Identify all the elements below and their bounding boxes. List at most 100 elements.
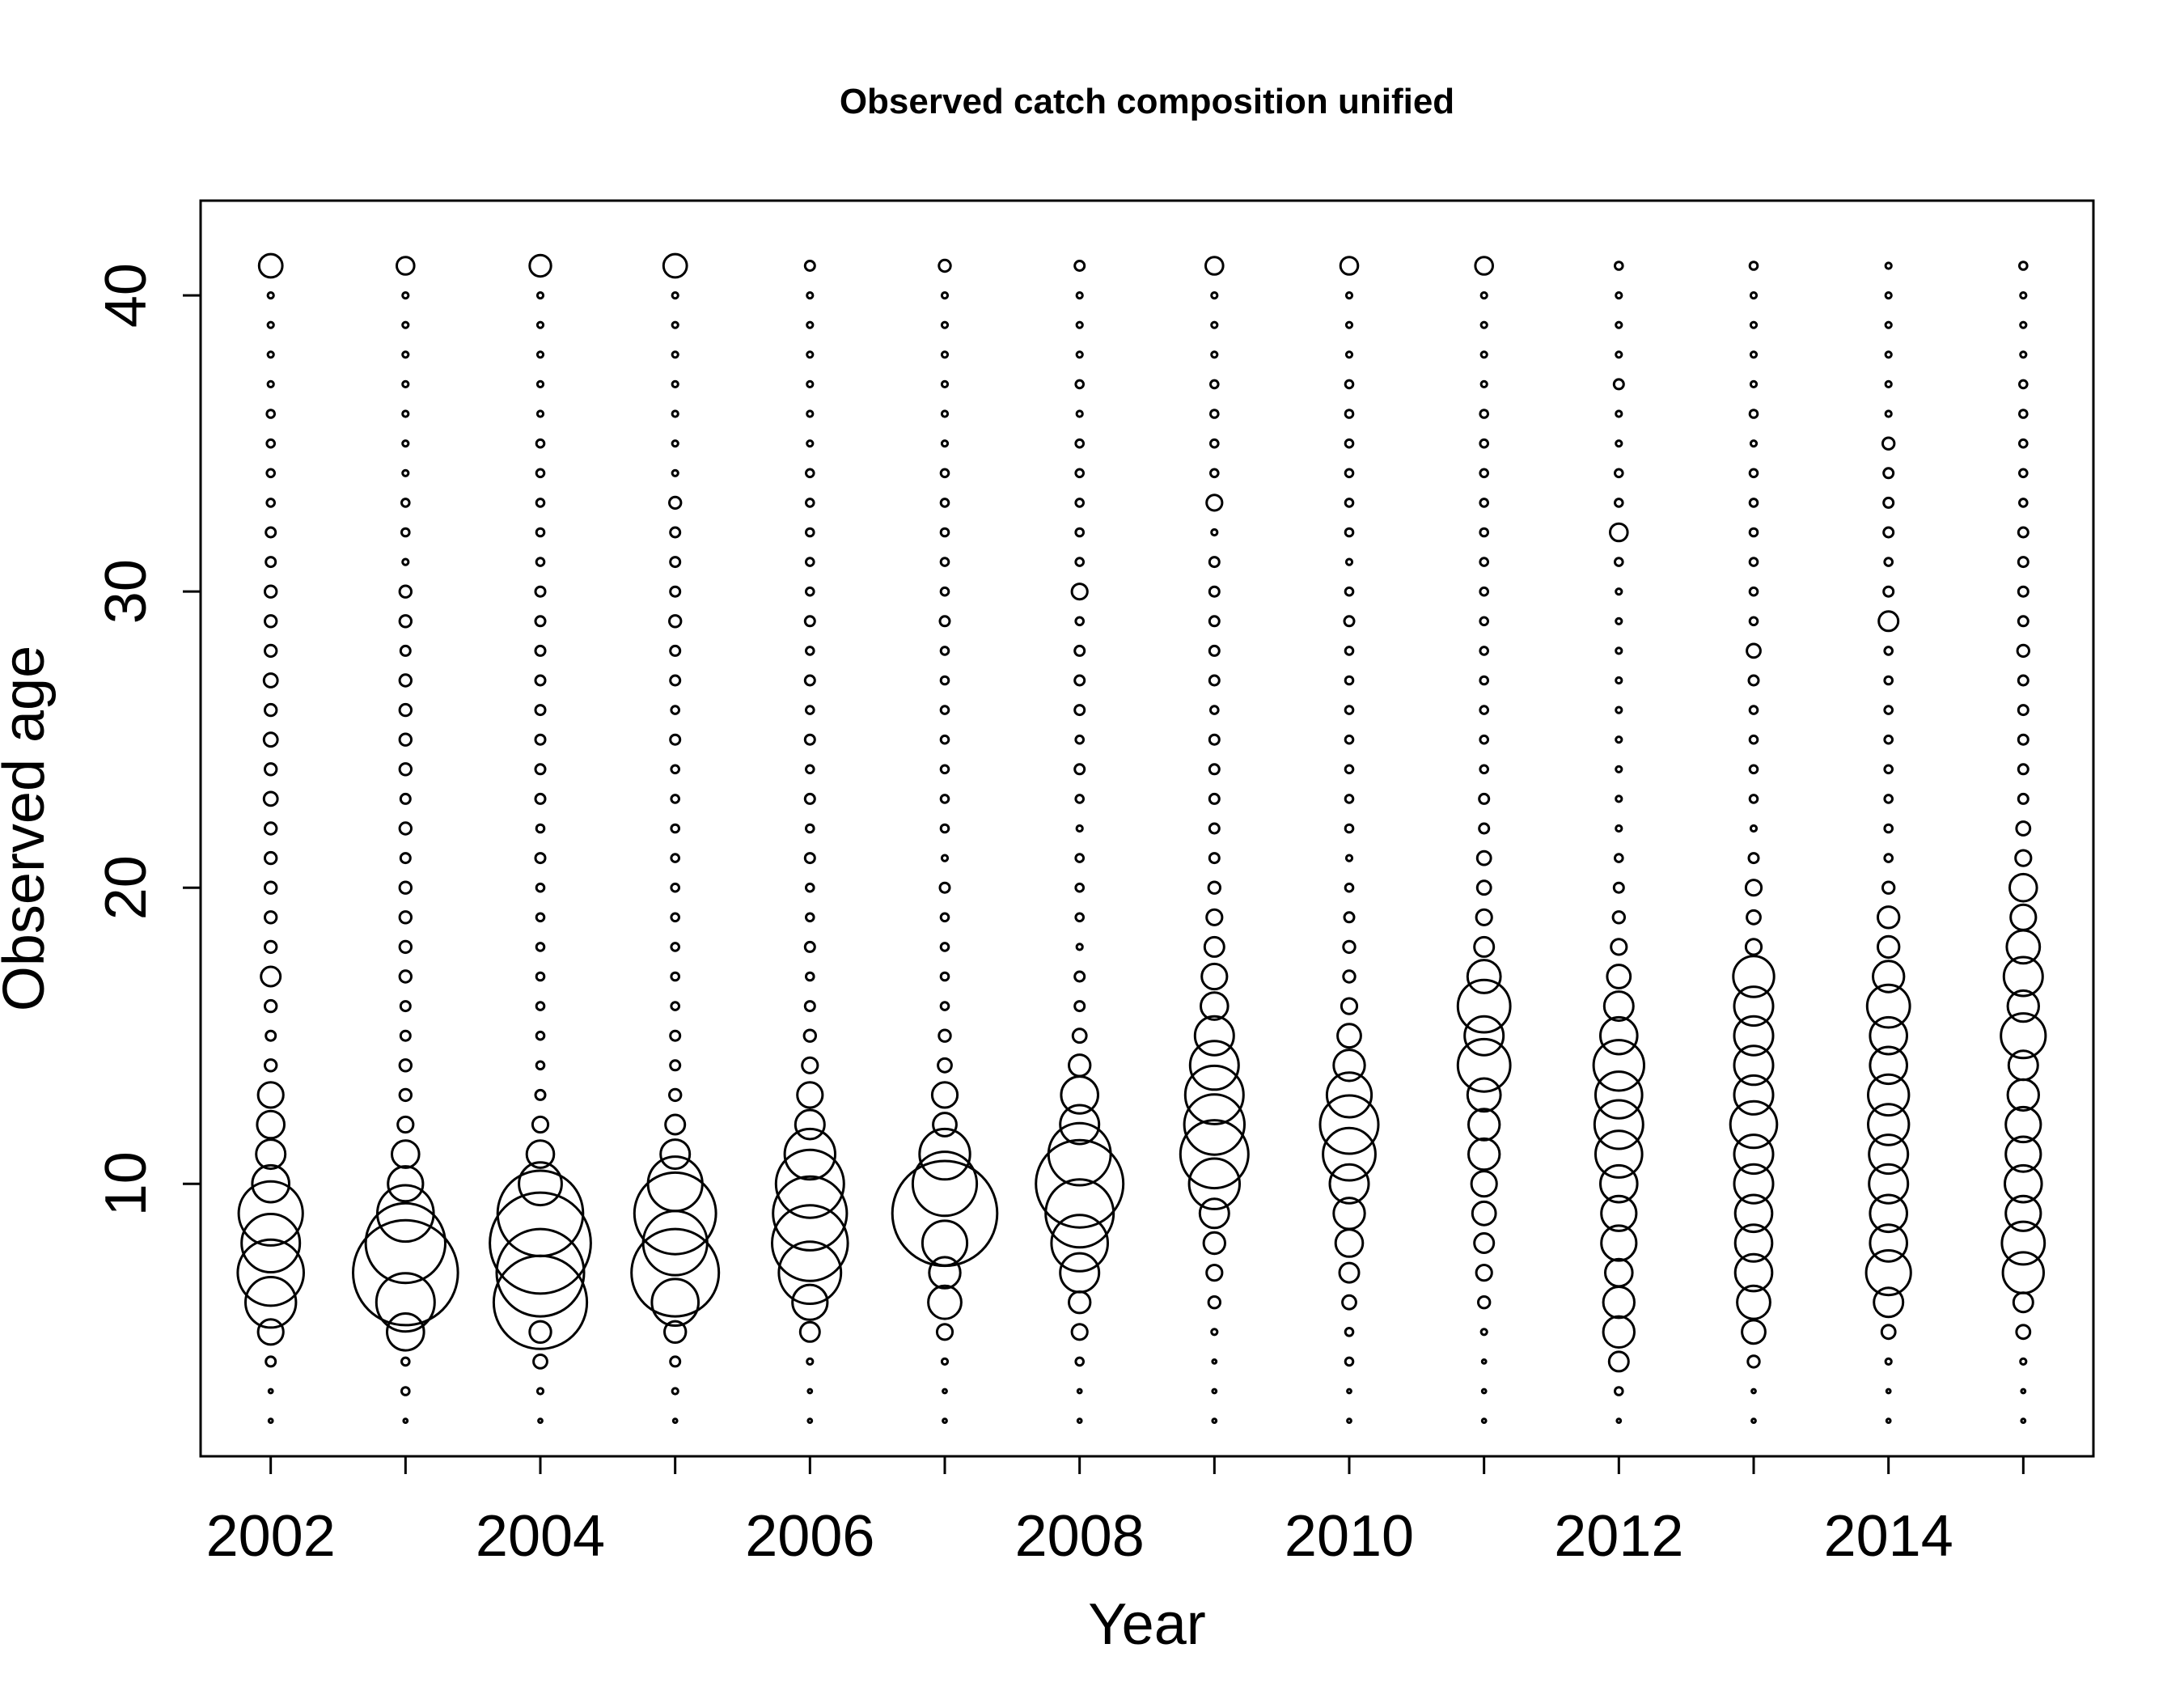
bubble-2004-age-28 xyxy=(534,644,547,657)
bubble-2008-age-9 xyxy=(1044,1178,1115,1249)
bubble-2010-age-29 xyxy=(1343,615,1356,628)
y-axis: 10 20 30 40 xyxy=(94,263,201,1216)
bubble-2007-age-3 xyxy=(942,1388,948,1395)
bubble-2012-age-28 xyxy=(1615,646,1623,655)
bubble-2004-age-22 xyxy=(535,823,546,834)
bubble-2011-age-11 xyxy=(1467,1137,1501,1172)
x-tick-label: 2002 xyxy=(206,1504,336,1569)
bubble-2005-age-32 xyxy=(669,526,682,539)
bubble-2012-age-16 xyxy=(1602,990,1635,1023)
bubble-2009-age-12 xyxy=(1183,1093,1246,1156)
bubble-2007-age-21 xyxy=(940,854,950,862)
bubble-2009-age-40 xyxy=(1210,291,1219,300)
bubble-2012-age-30 xyxy=(1615,587,1623,596)
bubble-2013-age-31 xyxy=(1748,557,1759,567)
bubble-2012-age-24 xyxy=(1615,765,1623,773)
bubble-2002-age-22 xyxy=(264,821,278,836)
bubble-2014-age-21 xyxy=(1883,853,1894,863)
bubble-2002-age-25 xyxy=(262,731,279,748)
bubble-2011-age-4 xyxy=(1480,1358,1488,1365)
bubble-2007-age-25 xyxy=(939,734,950,745)
bubble-2002-age-40 xyxy=(266,291,275,300)
bubble-2010-age-22 xyxy=(1344,823,1355,834)
bubble-2013-age-39 xyxy=(1749,320,1759,329)
bubble-2014-age-14 xyxy=(1869,1045,1908,1086)
bubble-2010-age-33 xyxy=(1344,498,1355,508)
bubble-2010-age-35 xyxy=(1344,438,1355,449)
bubble-2011-age-29 xyxy=(1479,616,1489,627)
y-tick-label: 30 xyxy=(94,559,159,624)
bubble-2007-age-2 xyxy=(942,1417,948,1424)
bubble-2014-age-29 xyxy=(1877,610,1900,633)
bubble-2008-age-15 xyxy=(1071,1027,1088,1044)
bubble-2010-age-10 xyxy=(1328,1163,1370,1205)
bubble-2002-age-21 xyxy=(264,850,278,866)
bubble-2005-age-33 xyxy=(668,495,683,511)
bubble-2002-age-38 xyxy=(266,350,275,359)
bubble-2004-age-9 xyxy=(496,1169,585,1258)
bubble-2003-age-16 xyxy=(399,1000,412,1013)
bubble-2015-age-39 xyxy=(2019,320,2028,329)
bubble-2011-age-8 xyxy=(1473,1232,1496,1254)
bubble-2011-age-41 xyxy=(1474,256,1494,276)
bubble-2012-age-10 xyxy=(1599,1163,1639,1204)
bubble-2004-age-38 xyxy=(535,350,545,359)
bubble-2007-age-41 xyxy=(938,258,952,273)
bubble-2013-age-13 xyxy=(1733,1074,1775,1116)
bubble-2014-age-24 xyxy=(1883,764,1894,775)
bubble-2008-age-22 xyxy=(1075,824,1084,833)
bubble-2003-age-25 xyxy=(398,732,413,747)
bubble-2004-age-17 xyxy=(535,971,546,982)
bubble-2012-age-41 xyxy=(1614,261,1624,271)
bubble-2008-age-26 xyxy=(1073,704,1086,717)
bubble-2013-age-25 xyxy=(1748,734,1759,745)
bubble-2008-age-40 xyxy=(1075,291,1084,300)
bubble-2012-age-23 xyxy=(1615,794,1623,803)
bubble-2008-age-8 xyxy=(1050,1214,1109,1273)
bubble-2007-age-33 xyxy=(939,498,950,508)
bubble-2011-age-37 xyxy=(1479,379,1488,388)
bubble-2003-age-24 xyxy=(398,762,413,777)
bubble-2005-age-28 xyxy=(669,644,682,657)
bubble-2014-age-31 xyxy=(1883,557,1894,567)
bubble-2004-age-3 xyxy=(535,1387,545,1396)
bubble-2005-age-40 xyxy=(671,291,679,300)
bubble-2002-age-32 xyxy=(265,526,277,539)
bubble-2010-age-28 xyxy=(1344,646,1355,656)
bubble-2003-age-39 xyxy=(401,320,410,329)
bubble-2008-age-16 xyxy=(1073,1000,1086,1013)
bubble-2008-age-11 xyxy=(1047,1121,1112,1187)
bubble-2011-age-27 xyxy=(1479,675,1489,686)
bubble-2007-age-29 xyxy=(938,615,951,628)
bubble-2006-age-2 xyxy=(806,1417,814,1424)
bubble-2008-age-12 xyxy=(1059,1104,1101,1146)
bubble-2007-age-38 xyxy=(940,350,950,359)
bubble-2003-age-33 xyxy=(400,498,411,508)
bubble-2011-age-18 xyxy=(1473,935,1496,958)
bubble-2012-age-22 xyxy=(1615,824,1623,833)
bubble-2011-age-25 xyxy=(1479,734,1489,745)
bubble-2014-age-6 xyxy=(1873,1286,1905,1319)
bubble-2014-age-5 xyxy=(1880,1324,1897,1341)
bubble-2008-age-17 xyxy=(1073,970,1086,983)
bubble-2010-age-5 xyxy=(1344,1327,1355,1337)
bubble-2005-age-15 xyxy=(669,1029,682,1042)
bubble-2015-age-16 xyxy=(2006,989,2041,1023)
bubble-2002-age-4 xyxy=(265,1355,277,1368)
bubble-2010-age-41 xyxy=(1339,256,1360,276)
bubble-2009-age-19 xyxy=(1205,908,1224,926)
bubble-2013-age-28 xyxy=(1746,642,1762,659)
bubble-2010-age-16 xyxy=(1340,997,1359,1015)
bubble-2008-age-3 xyxy=(1076,1388,1083,1395)
bubble-2010-age-25 xyxy=(1344,734,1355,745)
bubble-2007-age-26 xyxy=(939,705,950,715)
bubble-2010-age-39 xyxy=(1344,320,1354,329)
bubble-2005-age-7 xyxy=(630,1227,721,1318)
bubble-2015-age-28 xyxy=(2016,643,2031,659)
bubble-2006-age-41 xyxy=(803,260,816,272)
bubble-2008-age-34 xyxy=(1074,468,1085,479)
bubble-2002-age-8 xyxy=(240,1213,302,1273)
bubble-2013-age-22 xyxy=(1749,824,1759,833)
bubble-2008-age-25 xyxy=(1074,734,1085,745)
bubble-2002-age-15 xyxy=(265,1029,277,1042)
